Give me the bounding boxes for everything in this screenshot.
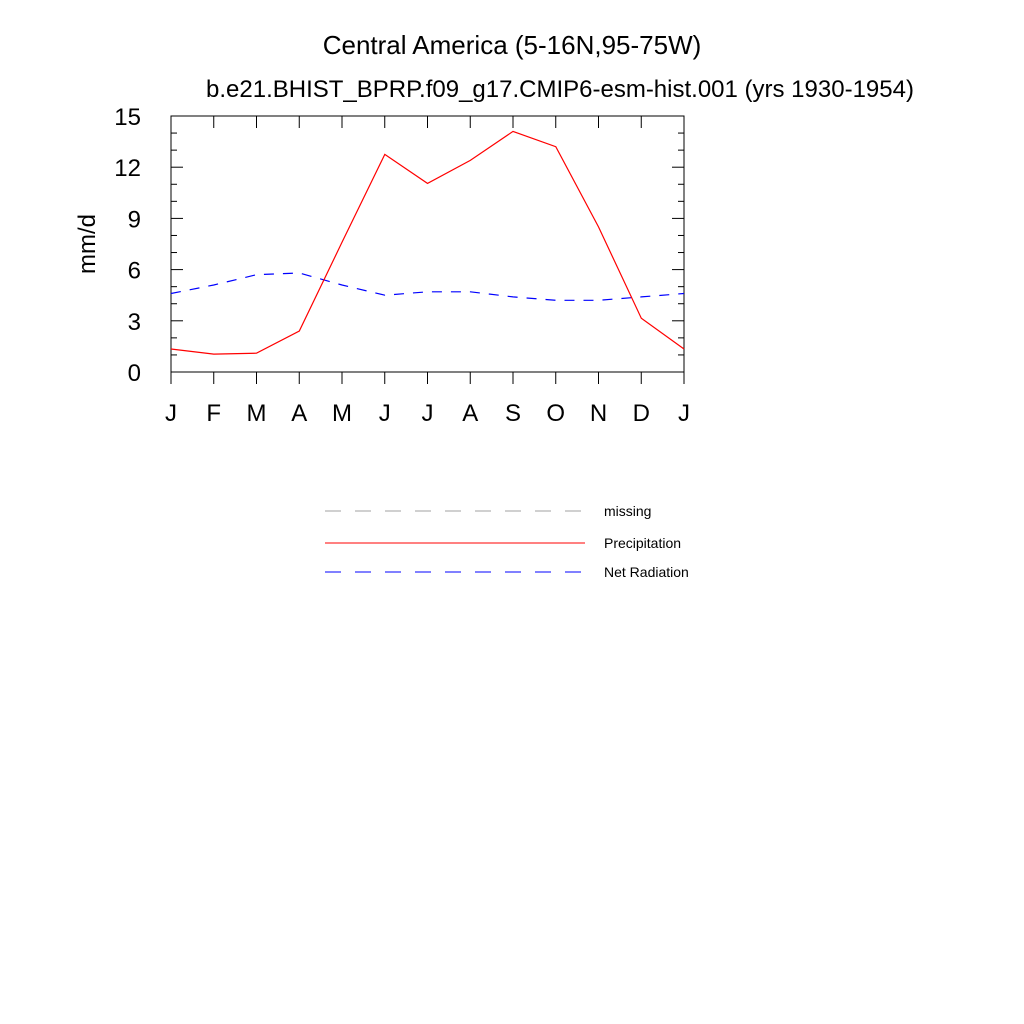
legend-label: missing — [604, 503, 651, 519]
x-tick-label: A — [291, 400, 307, 427]
x-tick-label: J — [422, 400, 434, 427]
legend-label: Net Radiation — [604, 564, 689, 580]
series-lines — [170, 130, 685, 355]
axis-ticks — [170, 115, 685, 384]
series-line-net-radiation — [170, 272, 685, 301]
y-tick-label: 0 — [128, 360, 141, 387]
x-tick-label: F — [206, 400, 221, 427]
y-tick-label: 6 — [128, 258, 141, 285]
chart-title: Central America (5-16N,95-75W) — [323, 30, 702, 60]
x-tick-label: J — [379, 400, 391, 427]
y-tick-label: 12 — [114, 155, 141, 182]
x-tick-label: A — [462, 400, 478, 427]
x-tick-label: M — [332, 400, 352, 427]
y-axis-label: mm/d — [74, 214, 101, 274]
y-tick-label: 9 — [128, 206, 141, 233]
legend-label: Precipitation — [604, 535, 681, 551]
x-tick-label: M — [247, 400, 267, 427]
y-tick-label: 15 — [114, 104, 141, 131]
series-line-precipitation — [170, 130, 685, 355]
chart-subtitle: b.e21.BHIST_BPRP.f09_g17.CMIP6-esm-hist.… — [206, 76, 914, 103]
x-tick-label: J — [678, 400, 690, 427]
x-tick-label: O — [546, 400, 565, 427]
x-tick-label: N — [590, 400, 607, 427]
y-tick-label: 3 — [128, 309, 141, 336]
x-tick-label: D — [633, 400, 650, 427]
x-tick-label: J — [165, 400, 177, 427]
x-tick-label: S — [505, 400, 521, 427]
legend: missing Precipitation Net Radiation — [325, 503, 689, 580]
